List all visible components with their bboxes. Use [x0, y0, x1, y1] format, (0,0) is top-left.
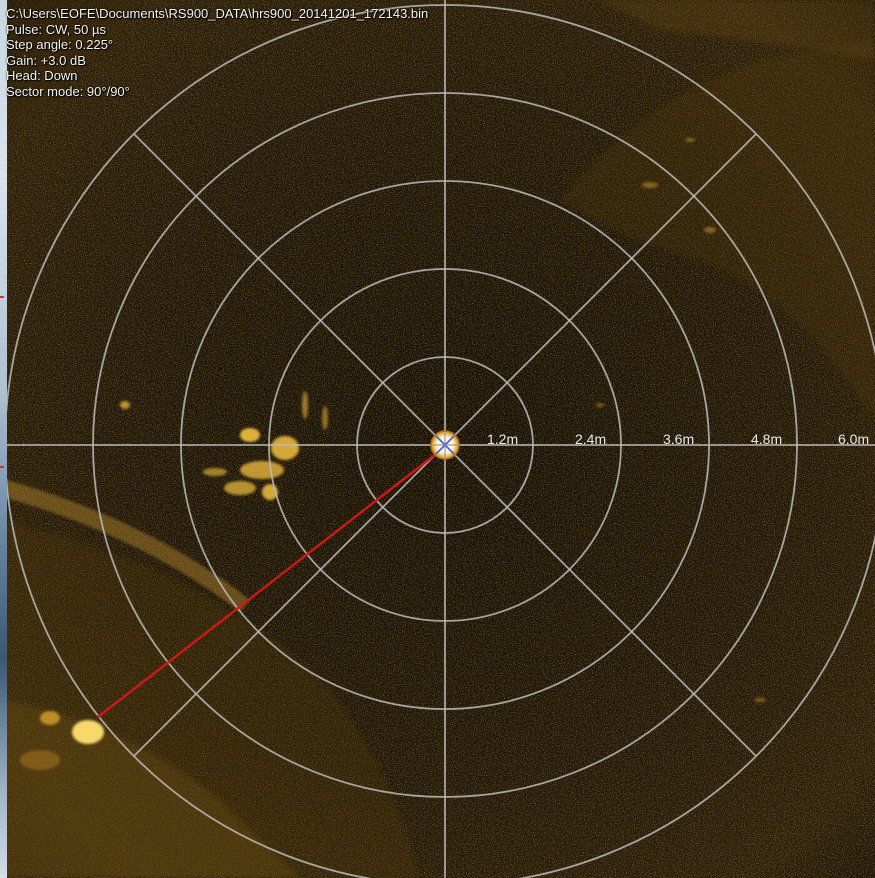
pulse-info: Pulse: CW, 50 µs: [6, 21, 106, 37]
transducer-center-icon: [430, 430, 460, 460]
window-edge: [0, 0, 7, 878]
gain-info: Gain: +3.0 dB: [6, 52, 86, 68]
range-label-1: 1.2m: [487, 431, 518, 447]
edge-marker: [0, 466, 4, 468]
sonar-info-overlay: C:\Users\EOFE\Documents\RS900_DATA\hrs90…: [6, 6, 428, 99]
sector-mode-info: Sector mode: 90°/90°: [6, 83, 130, 99]
sonar-target-lower: [20, 711, 104, 770]
head-info: Head: Down: [6, 68, 78, 83]
range-label-4: 4.8m: [751, 431, 782, 447]
step-angle-info: Step angle: 0.225°: [6, 37, 114, 52]
edge-marker: [0, 296, 4, 298]
range-label-3: 3.6m: [663, 431, 694, 447]
range-label-group: 1.2m 2.4m 3.6m 4.8m 6.0m: [487, 431, 869, 447]
range-label-2: 2.4m: [575, 431, 606, 447]
sonar-target: [120, 391, 328, 500]
range-label-5: 6.0m: [838, 431, 869, 447]
measurement-line[interactable]: [97, 446, 446, 718]
file-path: C:\Users\EOFE\Documents\RS900_DATA\hrs90…: [6, 6, 429, 21]
